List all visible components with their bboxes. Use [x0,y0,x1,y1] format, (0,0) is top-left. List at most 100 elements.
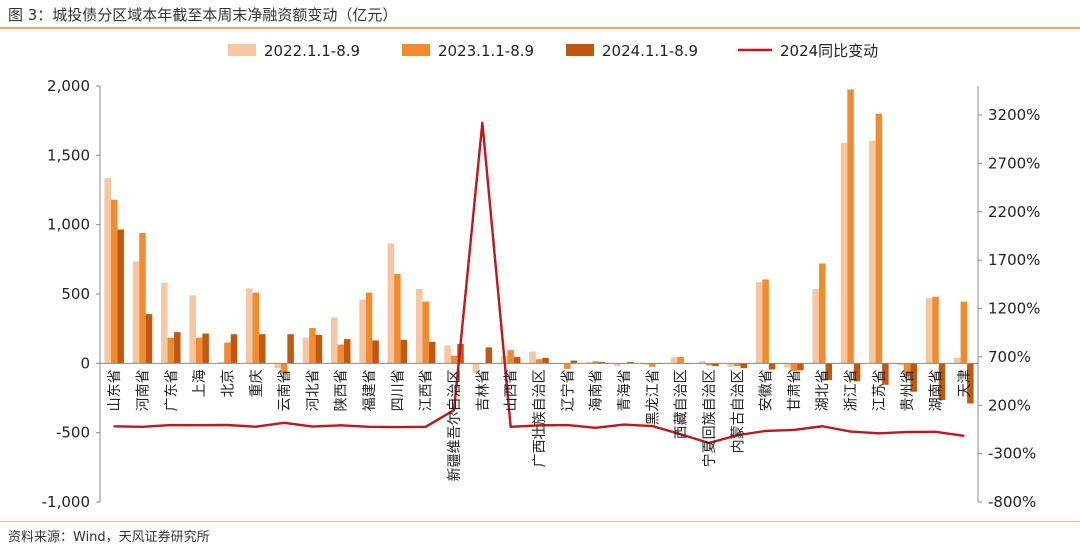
bar-s1-1 [139,232,146,364]
bar-s1-9 [365,292,373,364]
category-labels: 山东省 河南省 广东省 上海 北京 重庆 云南省 河北省 陕西省 福建省 四川省 江西省 新疆维吾尔自治… [107,369,973,481]
bar-s2-21 [712,363,719,367]
yoy-point-14 [509,426,512,428]
yoy-point-10 [396,426,399,428]
category-label-23: 安徽省 [759,369,775,411]
bar-s2-30 [967,363,974,404]
bar-s2-7 [315,334,323,364]
category-label-12: 新疆维吾尔自治区 [447,369,463,481]
bar-s2-2 [174,332,181,364]
bar-s2-28 [910,363,917,392]
bar-s1-7 [309,327,316,364]
category-label-11: 江西省 [419,369,435,411]
y-right-tick-label-8: 3200% [988,106,1040,124]
bar-s1-3 [195,337,203,364]
yoy-point-28 [906,431,908,433]
category-label-3: 上海 [192,369,208,397]
yoy-point-11 [424,426,427,428]
y-axis-right: -800% -300% 200% 700% 1200% 1700% 2200% 2700% 32… [977,86,1040,511]
yoy-point-8 [339,424,342,427]
legend-label-0: 2022.1.1-8.9 [264,42,360,60]
bar-s0-2 [161,282,168,364]
bar-s1-24 [790,363,798,371]
y-axis-left: -1,000 -500 0 500 1,000 1,500 2,000 [42,77,101,511]
bar-s2-1 [145,314,153,364]
category-label-0: 山东省 [107,369,123,411]
yoy-point-4 [226,424,229,426]
y-right-tick-label-7: 2700% [988,154,1040,172]
title-rule [0,27,1080,29]
bar-s0-23 [755,282,763,364]
yoy-point-7 [311,425,314,428]
category-label-29: 湖南省 [929,369,945,411]
bar-s2-25 [825,363,832,380]
legend-label-1: 2023.1.1-8.9 [438,42,534,60]
yoy-point-20 [679,433,682,436]
yoy-point-6 [283,422,285,424]
bar-s0-20 [670,357,678,364]
yoy-point-15 [538,424,540,427]
category-label-28: 贵州省 [900,369,916,411]
bar-s1-27 [875,113,883,364]
bar-s2-17 [598,361,606,364]
bar-s2-26 [853,363,861,382]
category-label-21: 宁夏回族自治区 [701,369,718,467]
category-label-30: 天津 [957,369,973,397]
bar-s1-30 [960,301,968,364]
bar-s0-9 [359,299,366,364]
y-left-tick-label-4: 1,000 [47,216,90,234]
bar-s1-0 [110,199,118,364]
bar-s2-13 [485,347,493,364]
category-label-8: 陕西省 [334,369,350,411]
bar-s1-29 [932,296,939,364]
bar-s0-7 [302,337,310,364]
legend-swatch-1 [402,44,430,56]
bar-s2-3 [202,333,209,364]
bar-s2-0 [117,229,124,364]
bar-s1-8 [337,344,344,364]
category-label-2: 广东省 [164,369,180,411]
bar-s1-22 [734,363,741,367]
category-label-20: 西藏自治区 [674,369,690,439]
bar-s2-16 [570,360,578,364]
y-right-tick-label-3: 700% [988,348,1031,366]
bar-s1-10 [394,273,401,364]
category-label-9: 福建省 [362,369,378,411]
y-right-tick-label-0: -800% [988,493,1036,511]
yoy-point-2 [170,424,172,426]
category-label-14: 山西省 [504,369,520,411]
bar-s1-21 [705,363,713,366]
bar-s2-8 [343,339,351,364]
y-right-tick-label-2: 200% [988,396,1031,414]
bar-s0-19 [642,363,650,365]
bar-s2-27 [882,363,889,385]
bar-s2-24 [797,363,804,371]
yoy-point-0 [113,425,115,428]
legend-swatch-0 [228,44,256,56]
category-label-6: 云南省 [277,369,293,411]
yoy-point-29 [934,431,937,433]
bar-s2-15 [542,357,549,364]
yoy-line [113,121,965,445]
bar-marks [104,89,974,404]
yoy-point-23 [764,430,767,432]
category-label-7: 河北省 [305,369,321,411]
category-label-24: 甘肃省 [787,369,803,411]
bar-s0-10 [387,243,395,364]
yoy-point-5 [254,425,257,428]
bar-s0-25 [812,289,819,364]
y-right-tick-label-5: 1700% [988,251,1040,269]
bar-s1-20 [677,357,684,364]
legend-swatch-2 [566,44,594,56]
bar-s1-15 [535,359,543,364]
bar-s1-2 [167,337,175,364]
yoy-point-13 [481,121,484,124]
bar-s2-5 [259,334,266,364]
y-left-tick-label-1: -500 [56,424,90,442]
bar-s2-18 [627,361,634,364]
bar-s1-4 [224,342,231,364]
bar-s1-5 [252,292,260,364]
bar-s2-11 [428,341,436,364]
